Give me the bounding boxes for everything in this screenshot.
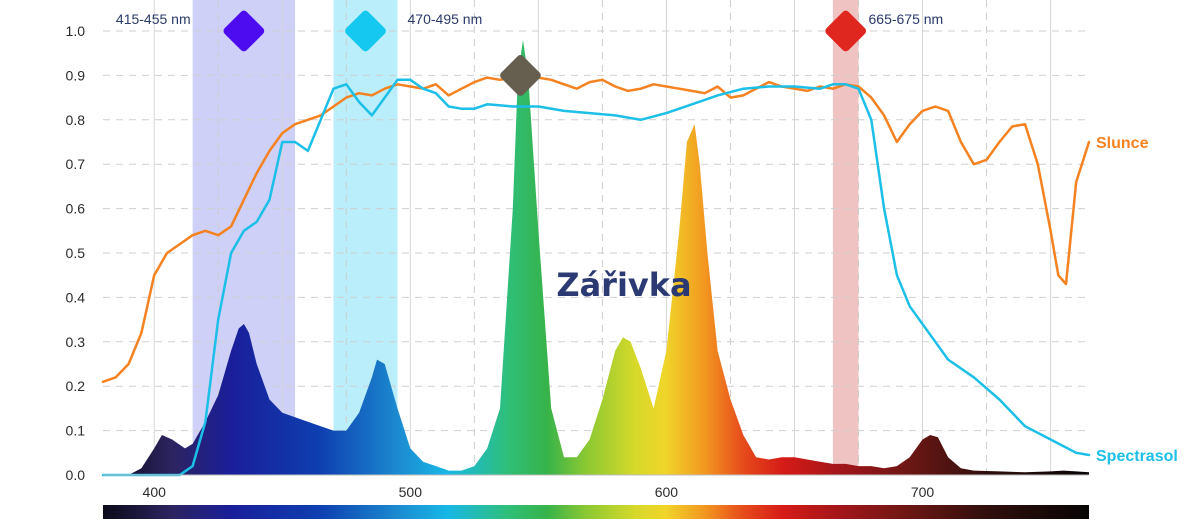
y-tick-label: 0.8 [66,112,86,128]
band-label: 415-455 nm [116,11,191,27]
y-tick-label: 1.0 [66,23,86,39]
x-tick-label: 500 [399,484,423,500]
y-tick-label: 0.0 [66,467,86,483]
axes: 0.0 0.1 0.2 0.3 0.4 0.5 0.6 0.7 0.8 0.9 1.0 400 500 6… [66,23,1089,500]
series-label-slunce: Slunce [1096,135,1149,152]
y-tick-label: 0.2 [66,378,86,394]
band-2 [832,0,859,475]
center-label-zarivka: Zářivka [556,266,691,304]
band-markers: 415-455 nm 470-495 nm 665-675 nm [116,10,944,96]
series-line-spectrasol [101,78,1091,477]
series-label-spectrasol: Spectrasol [1096,448,1178,465]
y-tick-label: 0.3 [66,334,86,350]
y-tick-label: 0.4 [66,289,86,305]
y-tick-label: 0.6 [66,201,86,217]
y-tick-label: 0.1 [66,423,86,439]
y-tick-label: 0.7 [66,156,86,172]
band-marker-diamond [223,10,265,52]
spectrum-color-bar [103,505,1089,519]
x-tick-label: 600 [655,484,679,500]
series-line-slunce [101,71,1091,384]
band-marker-diamond [825,10,867,52]
x-tick-label: 700 [911,484,935,500]
band-label: 665-675 nm [869,11,944,27]
peak-marker-diamond [500,55,541,96]
band-marker-diamond [345,10,386,52]
y-tick-label: 0.5 [66,245,86,261]
grid [103,0,1089,475]
series-lines: Slunce Spectrasol [101,71,1178,477]
x-tick-label: 400 [143,484,167,500]
y-tick-label: 0.9 [66,67,86,83]
band-label: 470-495 nm [408,11,483,27]
